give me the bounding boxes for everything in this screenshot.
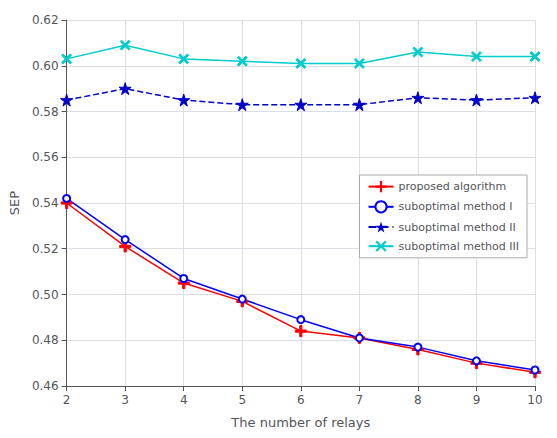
svg-text:3: 3	[121, 393, 129, 407]
svg-text:2: 2	[63, 393, 71, 407]
svg-text:suboptimal method I: suboptimal method I	[399, 200, 513, 213]
svg-text:0.62: 0.62	[32, 13, 59, 27]
svg-text:0.54: 0.54	[32, 196, 59, 210]
svg-text:0.48: 0.48	[32, 333, 59, 347]
svg-text:9: 9	[473, 393, 481, 407]
svg-text:The number of relays: The number of relays	[230, 415, 370, 430]
svg-text:10: 10	[527, 393, 542, 407]
svg-text:4: 4	[180, 393, 188, 407]
svg-text:7: 7	[356, 393, 364, 407]
svg-text:6: 6	[297, 393, 305, 407]
svg-text:8: 8	[414, 393, 422, 407]
svg-text:0.52: 0.52	[32, 242, 59, 256]
svg-text:SEP: SEP	[7, 191, 22, 215]
svg-text:suboptimal method II: suboptimal method II	[399, 221, 516, 234]
svg-text:0.46: 0.46	[32, 379, 59, 393]
svg-text:0.60: 0.60	[32, 59, 59, 73]
svg-text:0.50: 0.50	[32, 288, 59, 302]
svg-text:5: 5	[238, 393, 246, 407]
svg-text:0.56: 0.56	[32, 150, 59, 164]
svg-text:suboptimal method III: suboptimal method III	[399, 240, 519, 253]
svg-text:proposed algorithm: proposed algorithm	[399, 180, 507, 193]
svg-text:0.58: 0.58	[32, 105, 59, 119]
